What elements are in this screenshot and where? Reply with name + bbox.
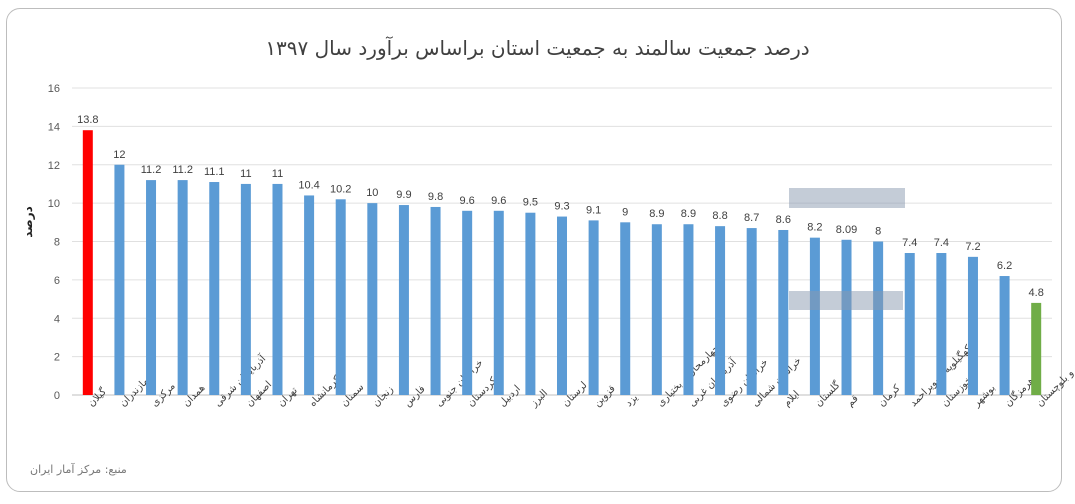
data-label: 8.8 (712, 210, 727, 222)
data-label: 9.9 (396, 189, 411, 201)
data-label: 11 (240, 168, 251, 180)
bar (620, 222, 631, 395)
x-tick-label: قم (845, 393, 861, 409)
chart-frame (6, 8, 1062, 492)
source-note: منبع: مرکز آمار ایران (30, 463, 127, 476)
bar (335, 199, 346, 395)
data-label: 7.2 (965, 241, 980, 253)
data-label: 7.4 (902, 237, 917, 249)
bar (683, 224, 694, 395)
bar (398, 205, 409, 395)
redaction-box (789, 291, 903, 310)
bar (146, 180, 157, 395)
data-label: 12 (113, 149, 125, 161)
bar (240, 183, 251, 395)
bar (746, 228, 757, 395)
bar (525, 212, 536, 395)
data-label: 8.6 (776, 214, 791, 226)
data-label: 8 (875, 226, 881, 238)
bar (557, 216, 567, 395)
data-label: 9.6 (491, 195, 506, 207)
bar (177, 180, 188, 395)
bar (588, 220, 599, 395)
bar (715, 226, 726, 395)
data-label: 8.9 (681, 208, 696, 220)
data-label: 6.2 (997, 260, 1012, 272)
data-label: 10.2 (330, 183, 351, 195)
data-label: 10.4 (298, 179, 319, 191)
data-label: 10 (366, 187, 378, 199)
y-tick-label: 8 (54, 237, 60, 249)
data-label: 8.9 (649, 208, 664, 220)
data-label: 7.4 (934, 237, 949, 249)
bar (841, 239, 852, 395)
data-label: 11.1 (204, 166, 225, 178)
data-label: 9.5 (523, 197, 538, 209)
bar (209, 182, 220, 395)
bar (936, 253, 947, 395)
bar (114, 164, 125, 395)
bar (999, 276, 1010, 395)
bar (809, 237, 820, 395)
y-tick-label: 4 (54, 313, 60, 325)
data-label: 8.7 (744, 212, 759, 224)
y-tick-label: 16 (48, 83, 60, 95)
y-tick-label: 0 (54, 390, 60, 402)
bar (367, 203, 378, 395)
data-label: 9 (622, 206, 628, 218)
data-label: 11.2 (172, 164, 193, 176)
bar (272, 183, 283, 395)
bar (873, 241, 884, 395)
data-label: 9.1 (586, 204, 601, 216)
data-label: 8.09 (836, 224, 857, 236)
y-tick-label: 6 (54, 275, 60, 287)
bar (778, 229, 789, 395)
redaction-box (789, 188, 905, 208)
bar (493, 210, 504, 395)
data-label: 11.2 (141, 164, 162, 176)
y-tick-label: 2 (54, 352, 60, 364)
bar (430, 206, 441, 395)
bar (82, 130, 93, 395)
data-label: 4.8 (1029, 287, 1044, 299)
y-tick-label: 12 (48, 160, 60, 172)
data-label: 13.8 (77, 114, 98, 126)
bar (967, 256, 978, 395)
data-label: 11 (272, 168, 283, 180)
bar (651, 224, 662, 395)
y-tick-label: 10 (48, 198, 60, 210)
data-label: 9.3 (554, 201, 569, 213)
data-label: 9.8 (428, 191, 443, 203)
bar (1031, 302, 1042, 395)
bar (304, 195, 315, 395)
bar (904, 253, 915, 395)
chart-title: درصد جمعیت سالمند به جمعیت استان براساس … (265, 36, 810, 60)
y-tick-label: 14 (48, 121, 60, 133)
data-label: 9.6 (460, 195, 475, 207)
bar (462, 210, 473, 395)
data-label: 8.2 (807, 222, 822, 234)
